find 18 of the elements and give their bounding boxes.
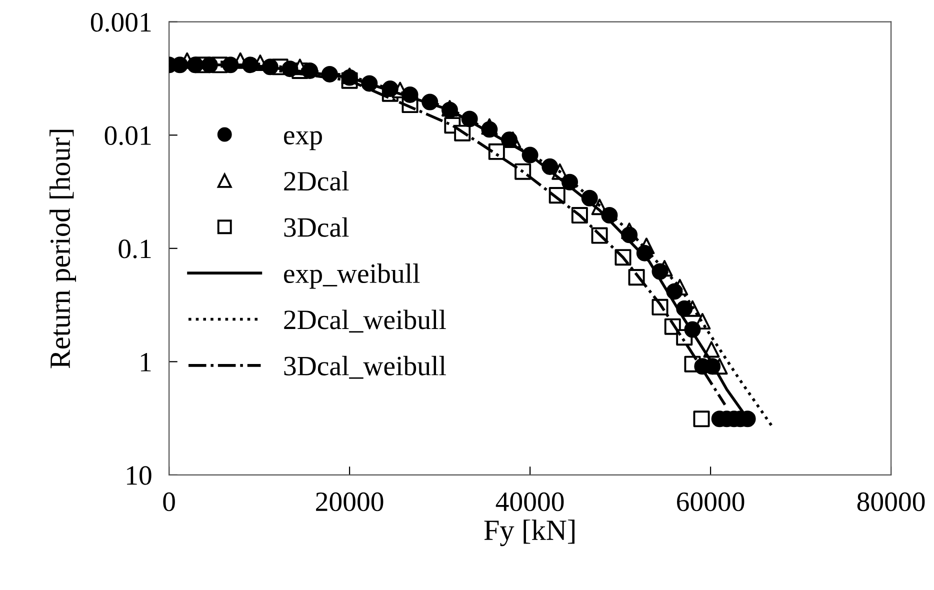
legend-label: exp	[284, 131, 322, 150]
y-tick-label: 0.001	[90, 12, 151, 32]
y-tick-label: 10	[127, 466, 152, 485]
y-tick-label: 0.01	[104, 126, 151, 146]
x-tick-label: 40000	[496, 492, 564, 512]
x-tick-label: 80000	[857, 492, 925, 512]
legend-label: 3Dcal	[284, 217, 349, 237]
x-tick-label: 60000	[677, 492, 744, 512]
y-tick-label: 0.1	[118, 240, 151, 258]
y-tick-label: 1	[140, 352, 151, 372]
legend-label: 2Dcal_weibull	[284, 310, 446, 333]
legend-label: 3Dcal_weibull	[284, 356, 446, 379]
legend-label: exp_weibull	[284, 264, 420, 289]
x-tick-label: 0	[163, 492, 175, 512]
x-tick-label: 20000	[316, 492, 384, 512]
legend-label: 2Dcal	[284, 171, 349, 191]
x-axis-title: Fy [kN]	[484, 520, 574, 546]
y-axis-title: Return period [hour]	[50, 130, 76, 368]
